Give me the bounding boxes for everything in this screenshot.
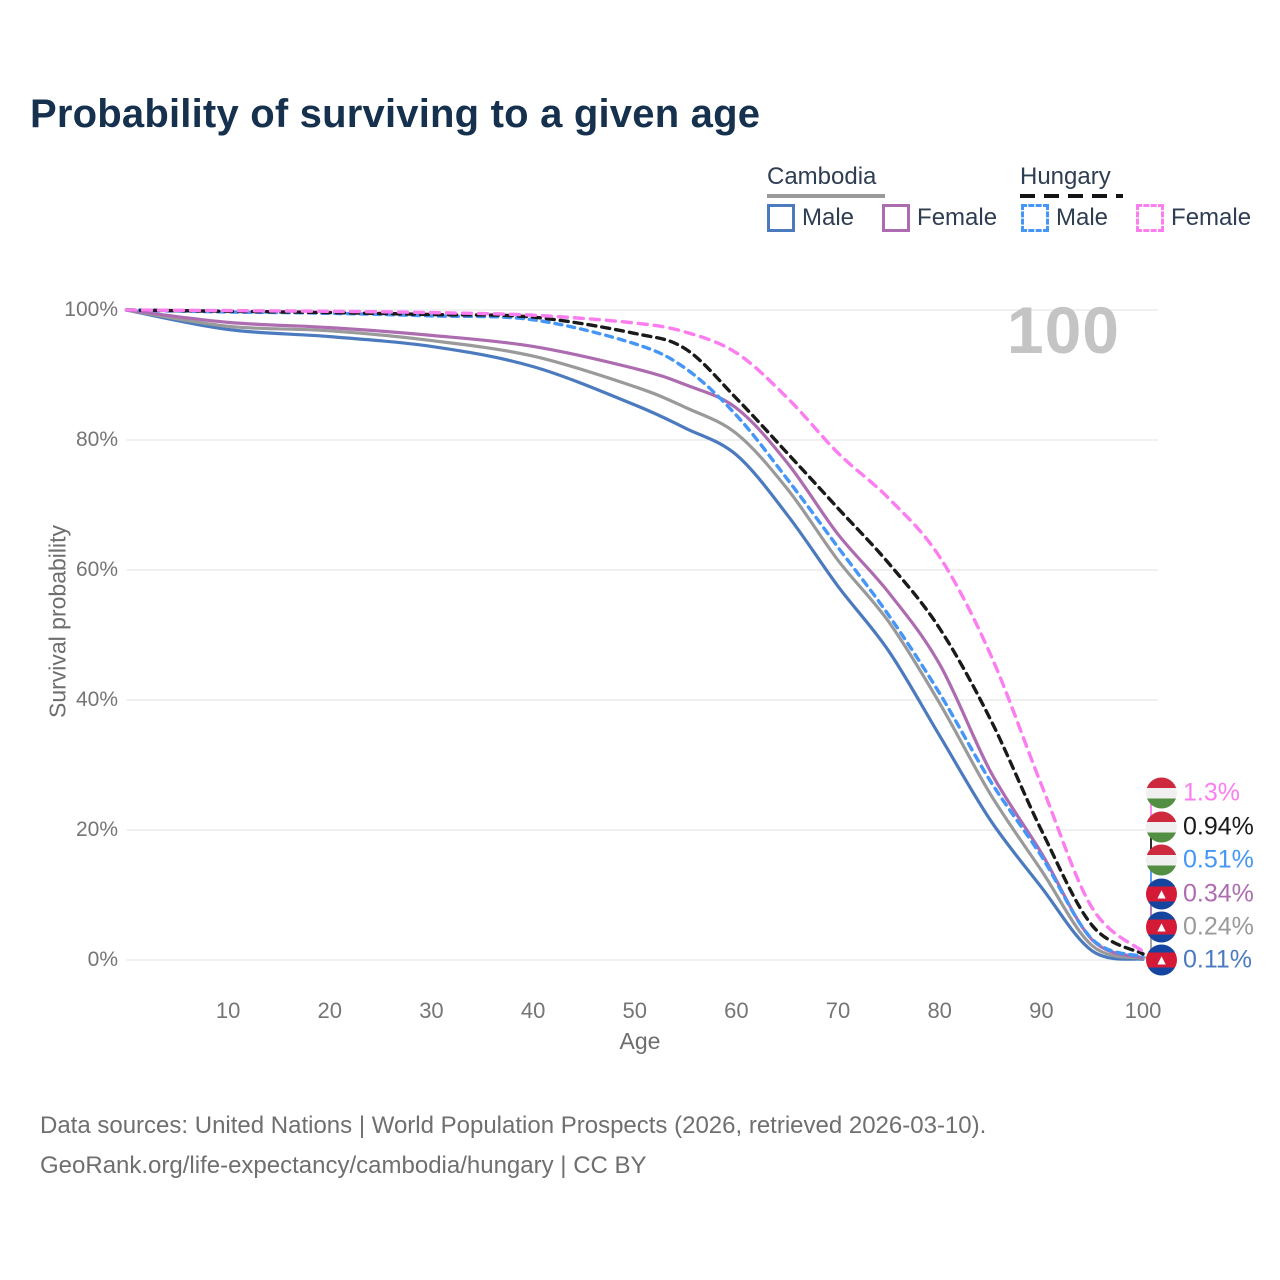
y-tick-label: 20%: [75, 818, 118, 841]
y-tick-label: 80%: [75, 428, 118, 451]
x-tick-label: 10: [215, 998, 241, 1023]
legend-item-cambodia-female[interactable]: Female: [882, 204, 997, 232]
legend-items-hungary: Male Female: [1021, 204, 1251, 232]
legend-group-cambodia-title: Cambodia: [767, 163, 877, 190]
end-label-row: 1.3%: [1146, 777, 1240, 809]
x-tick-label: 90: [1029, 998, 1054, 1023]
x-tick-label: 60: [724, 998, 749, 1023]
end-value-label: 1.3%: [1183, 778, 1240, 807]
end-value-label: 0.94%: [1183, 812, 1254, 840]
cambodia-flag-icon: [1146, 878, 1177, 909]
page-title: Probability of surviving to a given age: [30, 92, 761, 136]
legend-swatch: [1136, 204, 1165, 232]
end-label-row: 0.94%: [1146, 811, 1254, 842]
legend-item-hungary-female[interactable]: Female: [1136, 204, 1251, 232]
x-tick-label: 20: [317, 998, 343, 1023]
legend-item-label: Female: [917, 204, 998, 231]
legend-item-cambodia-male[interactable]: Male: [767, 204, 854, 232]
legend-item-label: Male: [1056, 204, 1109, 231]
curve-cambodia-female[interactable]: [124, 308, 1145, 960]
legend-group-cambodia: Cambodia: [767, 163, 885, 198]
y-axis-title: Survival probability: [44, 524, 71, 719]
x-tick-label: 30: [419, 998, 444, 1023]
legend-items-cambodia: Male Female: [767, 204, 997, 232]
legend-swatch: [767, 204, 795, 232]
legend-group-hungary: Hungary: [1020, 163, 1123, 198]
x-tick-label: 80: [927, 998, 952, 1023]
hungary-flag-icon: [1146, 844, 1177, 876]
cambodia-flag-icon: [1146, 911, 1177, 943]
footer: Data sources: United Nations | World Pop…: [40, 1106, 986, 1186]
legend-hungary-line-style: [1020, 194, 1123, 198]
cambodia-flag-icon: [1146, 944, 1177, 976]
legend-group-hungary-title: Hungary: [1020, 163, 1111, 190]
legend-item-hungary-male[interactable]: Male: [1021, 204, 1108, 232]
y-tick-label: 100%: [64, 298, 118, 321]
curve-hungary-male[interactable]: [124, 308, 1145, 959]
end-value-label: 0.11%: [1183, 945, 1253, 974]
x-axis-title: Age: [619, 1028, 661, 1054]
data-sources-text: Data sources: United Nations | World Pop…: [40, 1112, 987, 1139]
y-tick-label: 40%: [75, 688, 118, 711]
curve-hungary-female[interactable]: [124, 308, 1145, 954]
legend-cambodia-line-style: [767, 194, 885, 198]
y-tick-label: 60%: [75, 558, 118, 581]
legend-swatch: [1021, 204, 1049, 232]
hungary-flag-icon: [1146, 777, 1177, 809]
legend-item-label: Female: [1171, 204, 1252, 231]
end-label-row: 0.24%: [1146, 911, 1254, 943]
end-value-label: 0.34%: [1183, 879, 1254, 907]
legend-swatch: [882, 204, 911, 232]
hungary-flag-icon: [1146, 811, 1177, 842]
x-tick-label: 50: [622, 998, 647, 1023]
x-tick-label: 70: [825, 998, 851, 1023]
end-label-row: 0.34%: [1146, 878, 1254, 909]
legend-item-label: Male: [802, 204, 855, 231]
source-url-text[interactable]: GeoRank.org/life-expectancy/cambodia/hun…: [40, 1152, 647, 1179]
end-value-label: 0.24%: [1183, 912, 1254, 941]
end-label-row: 0.11%: [1146, 944, 1253, 976]
end-value-label: 0.51%: [1183, 845, 1254, 874]
x-tick-label: 100: [1124, 998, 1162, 1023]
curve-cambodia-male[interactable]: [124, 308, 1145, 961]
end-label-row: 0.51%: [1146, 844, 1254, 876]
y-tick-label: 0%: [87, 948, 118, 971]
x-tick-label: 40: [520, 998, 546, 1023]
hovered-age-watermark: 100: [1006, 293, 1120, 367]
curve-cambodia-total[interactable]: [124, 308, 1145, 960]
